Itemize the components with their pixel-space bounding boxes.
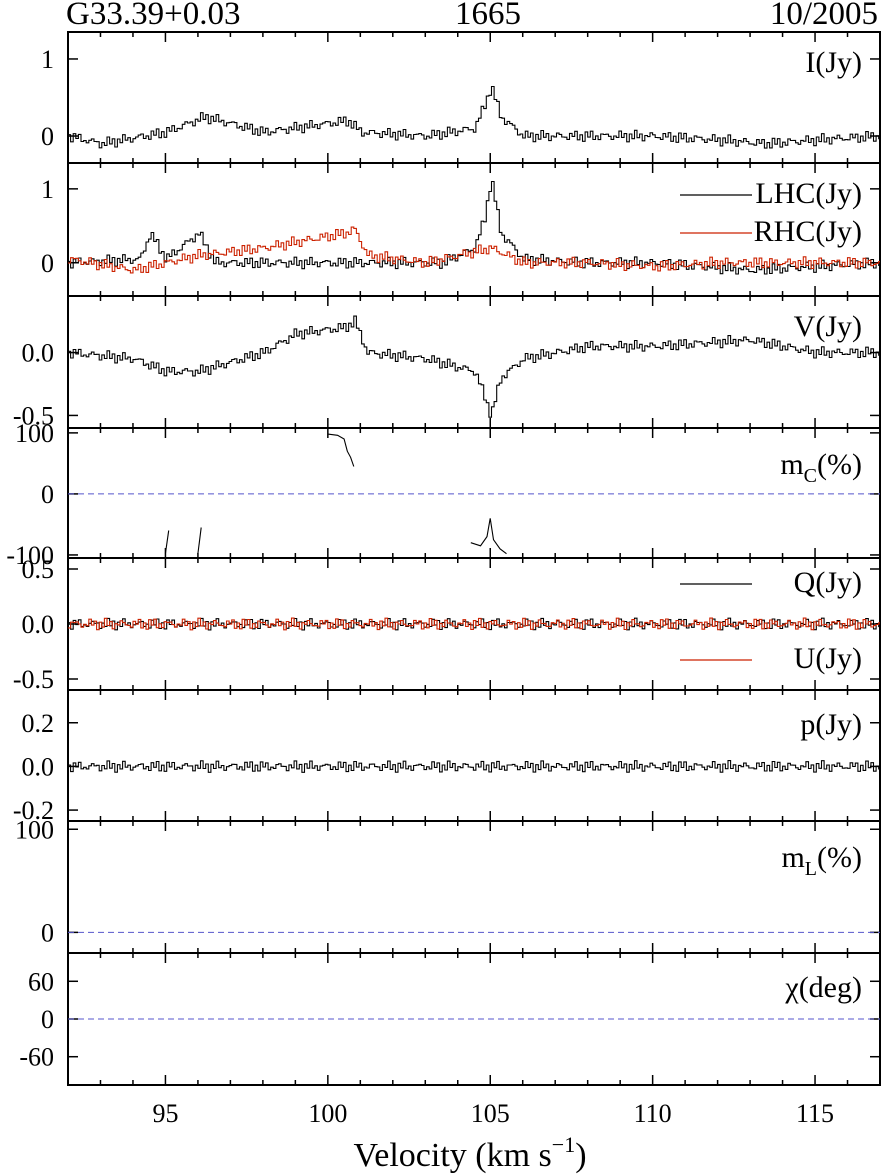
y-tick-label: 0 [41,918,54,947]
panel-frame [67,31,881,164]
date-title: 10/2005 [770,0,878,32]
panel-frame [67,689,881,822]
y-tick-label: 0 [41,122,54,151]
y-tick-label: 60 [28,967,54,996]
legend-label: RHC(Jy) [754,215,862,248]
panel-LHC_RHC: 0 1 LHC(Jy) RHC(Jy) [41,162,881,297]
frequency-title: 1665 [455,0,521,32]
panel-I: 0 1 I(Jy) [41,31,881,164]
y-tick-label: -0.5 [13,665,54,694]
x-axis-title-main: Velocity (km s [353,1137,551,1174]
x-tick-label: 115 [796,1099,834,1128]
y-tick-label: 0.0 [22,339,55,368]
panel-p: 0.2 0.0 -0.2 p(Jy) [13,689,881,825]
y-tick-label: -0.2 [13,796,54,825]
panel-label: mL(%) [781,841,862,880]
panel-frame [67,427,881,559]
y-tick-label: -0.5 [13,401,54,430]
x-axis-title: Velocity (km s−1) [353,1132,586,1174]
panel-label: V(Jy) [794,310,862,343]
series-mc-trace [164,530,170,554]
y-tick-label: 0.0 [22,610,55,639]
source-name-title: G33.39+0.03 [66,0,240,32]
x-axis: 95 100 105 110 115 [152,1099,834,1128]
series-I-trace [68,85,880,149]
series-p-trace [68,760,880,773]
y-tick-label: 0 [41,1005,54,1034]
panel-V: 0.0 -0.5 V(Jy) [13,295,881,430]
series-mc-trace [470,518,507,555]
y-tick-label: 0.2 [22,709,55,738]
legend-label: LHC(Jy) [755,177,862,210]
series-ujy-trace [68,617,880,631]
y-tick-label: 0 [41,480,54,509]
series-V-trace [68,315,880,418]
x-axis-title-close: ) [575,1137,586,1174]
x-tick-label: 100 [308,1099,347,1128]
panel-chi: 60 0 -60 χ(deg) [19,952,881,1086]
panel-label-tail: (%) [817,448,862,481]
series-mc-trace [327,433,355,467]
panel-label: I(Jy) [805,46,862,79]
panel-QU: 0.5 0.0 -0.5 Q(Jy) U(Jy) [13,555,881,694]
legend-label: U(Jy) [794,642,862,675]
panel-label: χ(deg) [784,971,862,1004]
panel-frame [67,820,881,954]
series-rhcjy-trace [68,226,880,274]
panel-label: mC(%) [780,448,862,487]
panels: 0 1 I(Jy) 0 1 LHC(Jy) RHC(Jy) 0.0 -0.5 V(Jy) 100 0 -… [6,31,881,1086]
y-tick-label: 0 [41,249,54,278]
panel-label-main: m [780,448,803,481]
y-tick-label: 1 [41,45,54,74]
y-tick-label: 100 [15,815,54,844]
y-tick-label: -100 [6,541,54,570]
panel-label-subscript: C [804,465,817,487]
legend-label: Q(Jy) [794,566,862,599]
panel-mc: 100 0 -100 mC(%) [6,419,881,570]
panel-label-subscript: L [805,858,817,880]
panel-frame [67,295,881,429]
y-tick-label: 1 [41,175,54,204]
panel-label: p(Jy) [800,708,862,741]
y-tick-label: 100 [15,419,54,448]
y-tick-label: -60 [19,1043,54,1072]
x-tick-label: 110 [634,1099,672,1128]
y-tick-label: 0.5 [22,555,55,584]
x-tick-label: 95 [152,1099,178,1128]
y-tick-label: 0.0 [22,752,55,781]
panel-label-tail: (%) [817,841,862,874]
x-tick-label: 105 [471,1099,510,1128]
series-mc-trace [197,527,202,554]
panel-label-main: m [781,841,804,874]
x-axis-title-exponent: −1 [552,1132,575,1157]
panel-mL: 100 0 mL(%) [15,815,881,954]
